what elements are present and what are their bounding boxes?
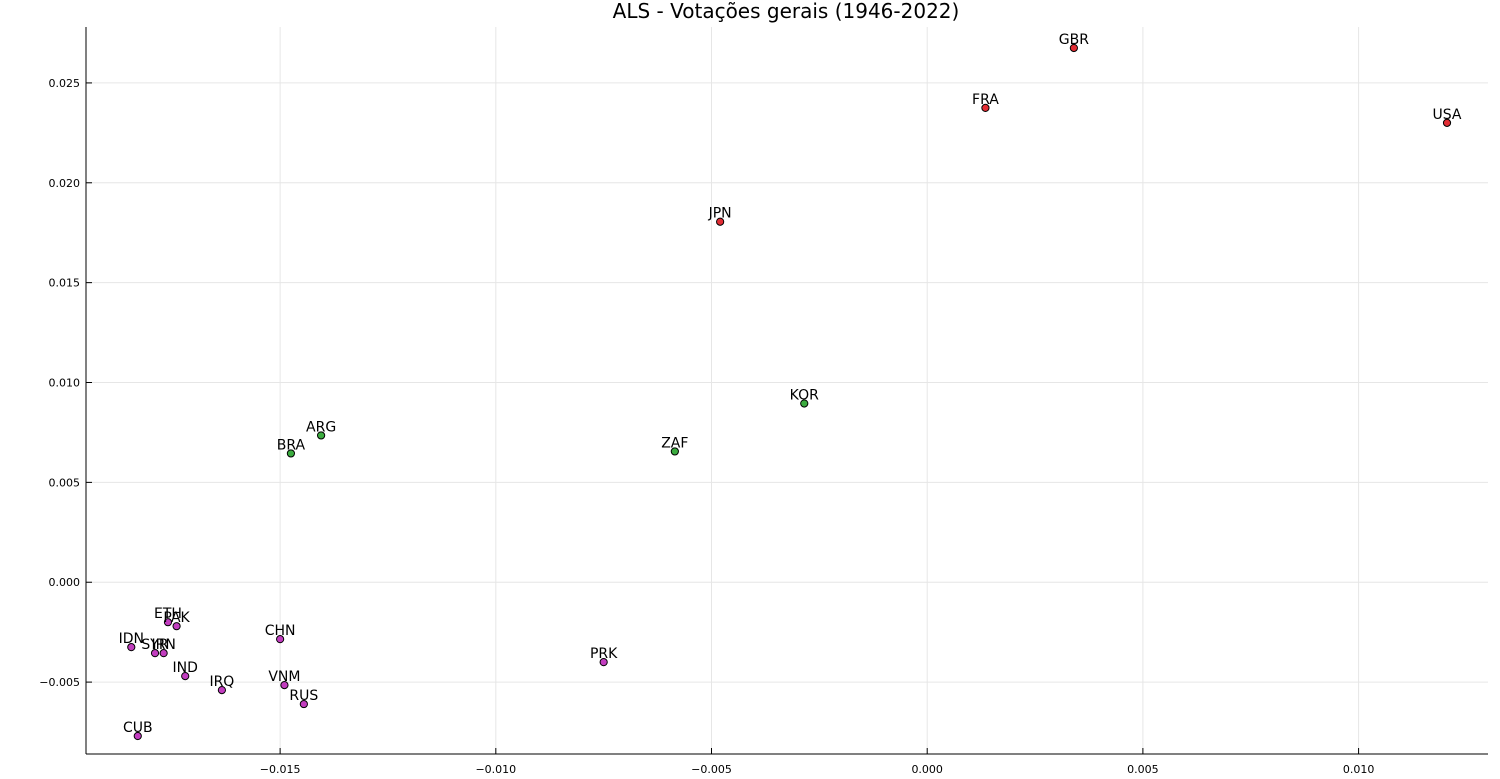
point-label-chn: CHN [265, 623, 296, 639]
scatter-point-irq [217, 685, 226, 695]
y-tick-label: 0.015 [49, 277, 81, 290]
point-label-ind: IND [173, 660, 198, 676]
x-tick-label: 0.000 [911, 763, 943, 776]
grid-lines [86, 27, 1488, 754]
scatter-point-jpn [716, 217, 725, 226]
scatter-point-usa [1442, 118, 1452, 127]
point-label-bra: BRA [277, 437, 306, 453]
scatter-point-syr [150, 649, 160, 658]
point-label-syr: SYR [141, 637, 168, 653]
scatter-point-gbr [1069, 43, 1078, 53]
scatter-point-fra [981, 103, 990, 112]
point-label-zaf: ZAF [661, 435, 688, 451]
data-points [127, 43, 1452, 741]
x-tick-label: −0.005 [691, 763, 732, 776]
scatter-point-bra [286, 449, 296, 458]
x-tick-label: −0.015 [260, 763, 301, 776]
scatter-point-irn [159, 649, 168, 658]
scatter-point-eth [163, 618, 173, 627]
point-label-fra: FRA [972, 92, 999, 108]
y-tick-label: 0.020 [49, 177, 81, 190]
point-label-eth: ETH [154, 606, 182, 622]
x-tick-label: −0.010 [475, 763, 516, 776]
point-label-irq: IRQ [209, 674, 234, 690]
y-tick-label: 0.010 [49, 377, 81, 390]
scatter-point-arg [317, 431, 326, 440]
scatter-point-rus [299, 699, 308, 709]
axes [85, 27, 1488, 755]
x-tick-label: 0.005 [1127, 763, 1159, 776]
point-label-gbr: GBR [1059, 32, 1089, 48]
point-label-prk: PRK [590, 646, 618, 662]
scatter-point-vnm [280, 680, 289, 690]
x-tick-label: 0.010 [1343, 763, 1375, 776]
y-tick-label: 0.005 [49, 476, 81, 489]
point-label-irn: IRN [151, 637, 175, 653]
point-label-pak: PAK [163, 610, 190, 626]
point-label-kor: KOR [790, 387, 819, 403]
point-label-vnm: VNM [268, 669, 300, 685]
scatter-point-ind [181, 672, 190, 681]
point-label-arg: ARG [306, 419, 336, 435]
point-label-rus: RUS [289, 688, 318, 704]
point-label-idn: IDN [119, 631, 144, 647]
point-label-usa: USA [1433, 107, 1462, 123]
scatter-point-cub [133, 731, 142, 741]
tick-labels: −0.015 −0.010 −0.005 0.000 0.005 0.010 −0.005 0… [39, 77, 1374, 776]
chart-title: ALS - Votações gerais (1946-2022) [613, 0, 960, 23]
scatter-point-chn [276, 635, 285, 644]
y-tick-label: 0.025 [49, 77, 81, 90]
point-label-jpn: JPN [708, 206, 732, 222]
scatter-point-prk [599, 658, 608, 667]
scatter-point-pak [172, 622, 181, 631]
scatter-point-zaf [670, 447, 679, 456]
y-tick-label: −0.005 [39, 676, 80, 689]
point-label-cub: CUB [123, 720, 153, 736]
scatter-point-kor [800, 399, 809, 408]
scatter-point-idn [127, 643, 136, 652]
y-tick-label: 0.000 [49, 576, 81, 589]
